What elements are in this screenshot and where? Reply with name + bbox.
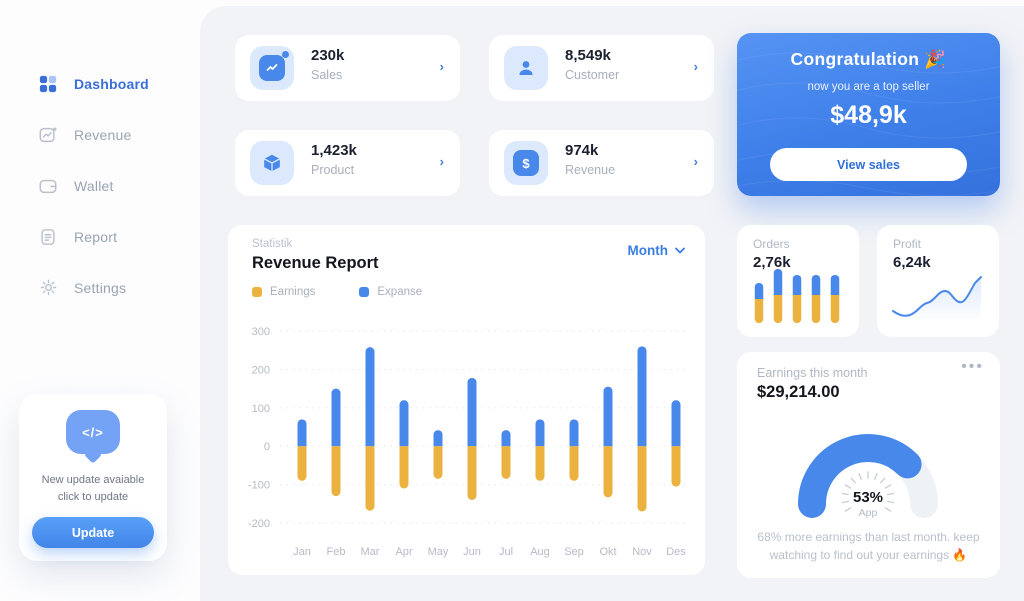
sidebar: Dashboard Revenue Wallet Report xyxy=(0,0,200,601)
legend-swatch-expanse xyxy=(359,287,370,297)
update-card: </> New update avaiable click to update … xyxy=(19,394,167,561)
svg-text:May: May xyxy=(428,546,449,558)
party-popper-icon: 🎉 xyxy=(924,49,947,69)
code-bubble-icon: </> xyxy=(66,410,120,454)
report-icon xyxy=(38,227,58,247)
chevron-right-icon[interactable]: › xyxy=(693,154,698,169)
stat-label: Sales xyxy=(311,68,343,82)
chevron-right-icon[interactable]: › xyxy=(439,154,444,169)
legend-item-earnings: Earnings xyxy=(252,286,315,298)
earnings-label: Earnings this month xyxy=(757,366,868,380)
stat-label: Product xyxy=(311,163,355,177)
stat-card-sales[interactable]: 230k Sales › xyxy=(235,35,460,101)
svg-text:Aug: Aug xyxy=(530,546,550,558)
congratulation-card: Congratulation 🎉 now you are a top selle… xyxy=(737,33,1000,196)
update-text: New update avaiable click to update xyxy=(41,474,145,504)
sales-trend-icon xyxy=(250,46,294,90)
sidebar-item-label: Report xyxy=(74,228,118,245)
svg-text:Nov: Nov xyxy=(632,546,652,558)
view-sales-button[interactable]: View sales xyxy=(770,148,967,181)
customer-person-icon xyxy=(504,46,548,90)
stat-card-product[interactable]: 1,423k Product › xyxy=(235,130,460,196)
svg-text:53%: 53% xyxy=(853,489,883,506)
svg-text:Apr: Apr xyxy=(395,546,412,558)
sidebar-item-label: Wallet xyxy=(74,177,114,194)
period-dropdown[interactable]: Month xyxy=(628,243,685,258)
earnings-gauge-chart: 53%App xyxy=(798,434,938,518)
congrats-amount: $48,9k xyxy=(830,101,907,129)
revenue-chart-icon xyxy=(38,125,58,145)
stat-value: 8,549k xyxy=(565,47,611,64)
profit-card: Profit 6,24k xyxy=(877,225,999,337)
chevron-right-icon[interactable]: › xyxy=(693,59,698,74)
card-eyebrow: Statistik xyxy=(252,238,293,250)
svg-text:Okt: Okt xyxy=(599,546,616,558)
chevron-down-icon xyxy=(675,247,685,254)
svg-text:300: 300 xyxy=(252,326,270,338)
stat-label: Revenue xyxy=(565,163,616,177)
ellipsis-menu-icon[interactable]: ••• xyxy=(961,358,984,375)
svg-text:Jan: Jan xyxy=(293,546,311,558)
product-cube-icon xyxy=(250,141,294,185)
legend-swatch-earnings xyxy=(252,287,262,297)
svg-text:Jul: Jul xyxy=(499,546,513,558)
main-content: 230k Sales › 8,549k Customer › 1,423k Pr… xyxy=(200,6,1024,601)
orders-label: Orders xyxy=(753,237,790,251)
stat-value: 1,423k xyxy=(311,142,357,159)
chevron-right-icon[interactable]: › xyxy=(439,59,444,74)
sidebar-nav: Dashboard Revenue Wallet Report xyxy=(0,58,200,313)
gear-icon xyxy=(38,278,58,298)
sidebar-item-settings[interactable]: Settings xyxy=(0,262,200,313)
profit-value: 6,24k xyxy=(893,254,931,271)
stat-label: Customer xyxy=(565,68,620,82)
legend-item-expanse: Expanse xyxy=(359,286,422,298)
svg-text:Sep: Sep xyxy=(564,546,584,558)
dollar-icon: $ xyxy=(504,141,548,185)
sidebar-item-dashboard[interactable]: Dashboard xyxy=(0,58,200,109)
stat-value: 230k xyxy=(311,47,345,64)
chart-legend: Earnings Expanse xyxy=(252,286,422,298)
svg-text:200: 200 xyxy=(252,364,270,376)
sidebar-item-label: Dashboard xyxy=(74,75,149,92)
revenue-report-card: Statistik Revenue Report Earnings Expans… xyxy=(228,225,705,575)
svg-text:-200: -200 xyxy=(248,518,270,530)
wave-pattern xyxy=(737,52,1000,196)
orders-mini-bar-chart xyxy=(754,269,840,323)
card-title: Revenue Report xyxy=(252,254,379,272)
svg-text:0: 0 xyxy=(264,441,270,453)
stat-card-revenue[interactable]: $ 974k Revenue › xyxy=(489,130,714,196)
wallet-icon xyxy=(38,176,58,196)
svg-text:Mar: Mar xyxy=(361,546,380,558)
congrats-subtitle: now you are a top seller xyxy=(807,81,930,93)
svg-text:Jun: Jun xyxy=(463,546,481,558)
congrats-title: Congratulation 🎉 xyxy=(790,49,947,69)
stat-value: 974k xyxy=(565,142,599,159)
profit-label: Profit xyxy=(893,237,922,251)
svg-text:-100: -100 xyxy=(248,480,270,492)
orders-value: 2,76k xyxy=(753,254,791,271)
svg-text:App: App xyxy=(859,507,878,518)
sidebar-item-report[interactable]: Report xyxy=(0,211,200,262)
earnings-card: Earnings this month ••• $29,214.00 53% Ap… xyxy=(737,352,1000,578)
orders-card: Orders 2,76k xyxy=(737,225,859,337)
stat-card-customer[interactable]: 8,549k Customer › xyxy=(489,35,714,101)
svg-text:Des: Des xyxy=(666,546,686,558)
grid-icon xyxy=(38,74,58,94)
sidebar-item-label: Revenue xyxy=(74,126,132,143)
svg-text:Feb: Feb xyxy=(327,546,346,558)
revenue-bar-chart: 300 200 100 0 -100 -200 Jan Feb Mar Apr May Jun Jul A… xyxy=(248,326,688,558)
profit-sparkline-chart xyxy=(892,276,982,323)
update-button[interactable]: Update xyxy=(32,517,154,548)
svg-text:100: 100 xyxy=(252,403,270,415)
earnings-caption: 68% more earnings than last month. keep … xyxy=(757,529,980,563)
sidebar-item-revenue[interactable]: Revenue xyxy=(0,109,200,160)
sidebar-item-wallet[interactable]: Wallet xyxy=(0,160,200,211)
sidebar-item-label: Settings xyxy=(74,279,127,296)
earnings-value: $29,214.00 xyxy=(757,383,840,401)
